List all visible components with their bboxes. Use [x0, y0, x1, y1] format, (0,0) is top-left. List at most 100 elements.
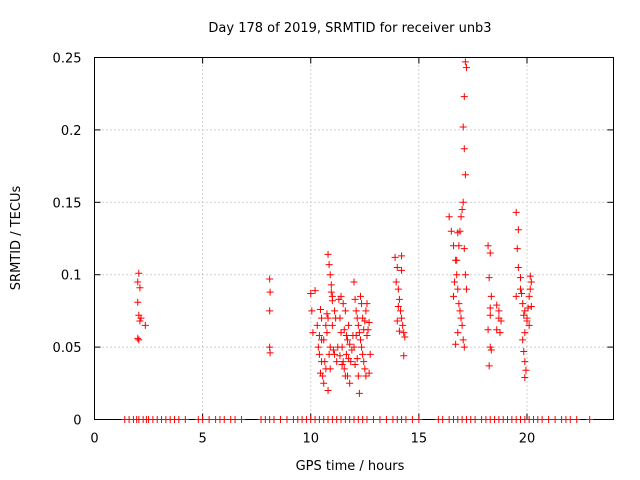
x-tick-label: 15	[411, 432, 428, 447]
data-point	[523, 317, 531, 325]
data-point	[270, 416, 278, 423]
data-point	[358, 343, 366, 351]
data-point	[231, 416, 239, 423]
data-point	[363, 416, 371, 423]
data-point	[484, 242, 492, 250]
data-point	[454, 285, 462, 293]
data-point	[519, 336, 527, 344]
y-tick-label: 0.2	[61, 124, 82, 139]
data-point	[447, 227, 455, 235]
data-point	[369, 416, 377, 423]
data-point	[487, 346, 495, 354]
data-point	[455, 242, 463, 250]
data-point	[324, 314, 332, 322]
data-point	[324, 387, 332, 395]
data-point	[356, 292, 364, 300]
data-point	[344, 372, 352, 380]
data-point	[350, 343, 358, 351]
data-point	[309, 329, 317, 337]
data-point	[344, 336, 352, 344]
data-point	[520, 347, 528, 355]
data-point	[526, 285, 534, 293]
data-point	[461, 58, 469, 66]
data-point	[462, 285, 470, 293]
data-point	[352, 332, 360, 340]
data-point	[220, 416, 228, 423]
data-point	[527, 303, 535, 311]
data-point	[323, 329, 331, 337]
y-tick-label: 0.1	[61, 269, 82, 284]
data-point	[307, 290, 315, 298]
data-point	[496, 329, 504, 337]
data-point	[398, 252, 406, 260]
data-point	[313, 321, 321, 329]
data-point	[520, 311, 528, 319]
data-point	[338, 343, 346, 351]
data-point	[398, 266, 406, 274]
data-point	[352, 307, 360, 315]
data-point	[351, 360, 359, 368]
data-point	[134, 298, 142, 306]
data-point	[339, 300, 347, 308]
data-point	[459, 198, 467, 206]
plot-frame	[94, 57, 614, 420]
data-point	[393, 317, 401, 325]
data-point	[439, 416, 447, 423]
data-point	[355, 389, 363, 397]
data-point	[460, 343, 468, 351]
data-point	[175, 416, 183, 423]
data-point	[134, 334, 142, 342]
data-point	[459, 336, 467, 344]
data-point	[320, 336, 328, 344]
data-point	[325, 261, 333, 269]
data-point	[497, 317, 505, 325]
grid	[94, 57, 614, 420]
data-point	[586, 416, 594, 423]
data-point	[398, 314, 406, 322]
chart-title: Day 178 of 2019, SRMTID for receiver unb…	[208, 21, 491, 36]
data-point	[338, 360, 346, 368]
data-point	[486, 343, 494, 351]
data-point	[525, 321, 533, 329]
y-tick-label: 0.05	[53, 341, 82, 356]
data-point	[573, 416, 581, 423]
data-point	[181, 416, 189, 423]
data-point	[524, 304, 532, 312]
data-point	[514, 263, 522, 271]
data-point	[340, 326, 348, 334]
x-tick-label: 20	[519, 432, 536, 447]
data-point	[341, 307, 349, 315]
data-point	[336, 314, 344, 322]
x-ticks: 0 5 10 15 20	[90, 57, 536, 447]
data-point	[493, 326, 501, 334]
data-point	[137, 314, 145, 322]
data-point	[134, 278, 142, 286]
data-point	[337, 329, 345, 337]
data-point	[462, 64, 470, 72]
data-point	[135, 269, 143, 277]
data-point	[457, 213, 465, 221]
data-point	[415, 416, 423, 423]
data-point	[394, 303, 402, 311]
data-point	[315, 350, 323, 358]
data-point	[266, 288, 274, 296]
data-point	[456, 307, 464, 315]
data-point	[331, 307, 339, 315]
data-point	[141, 321, 149, 329]
data-point	[316, 369, 324, 377]
data-point	[311, 287, 319, 295]
data-point	[521, 307, 529, 315]
data-point	[331, 350, 339, 358]
data-point	[199, 416, 207, 423]
data-point	[460, 245, 468, 253]
data-point	[329, 346, 337, 354]
data-point	[326, 271, 334, 279]
data-point	[495, 307, 503, 315]
data-point	[486, 249, 494, 257]
data-point	[324, 250, 332, 258]
data-point	[513, 245, 521, 253]
data-point	[517, 274, 525, 282]
data-point	[366, 350, 374, 358]
data-point	[362, 307, 370, 315]
data-point	[323, 310, 331, 318]
